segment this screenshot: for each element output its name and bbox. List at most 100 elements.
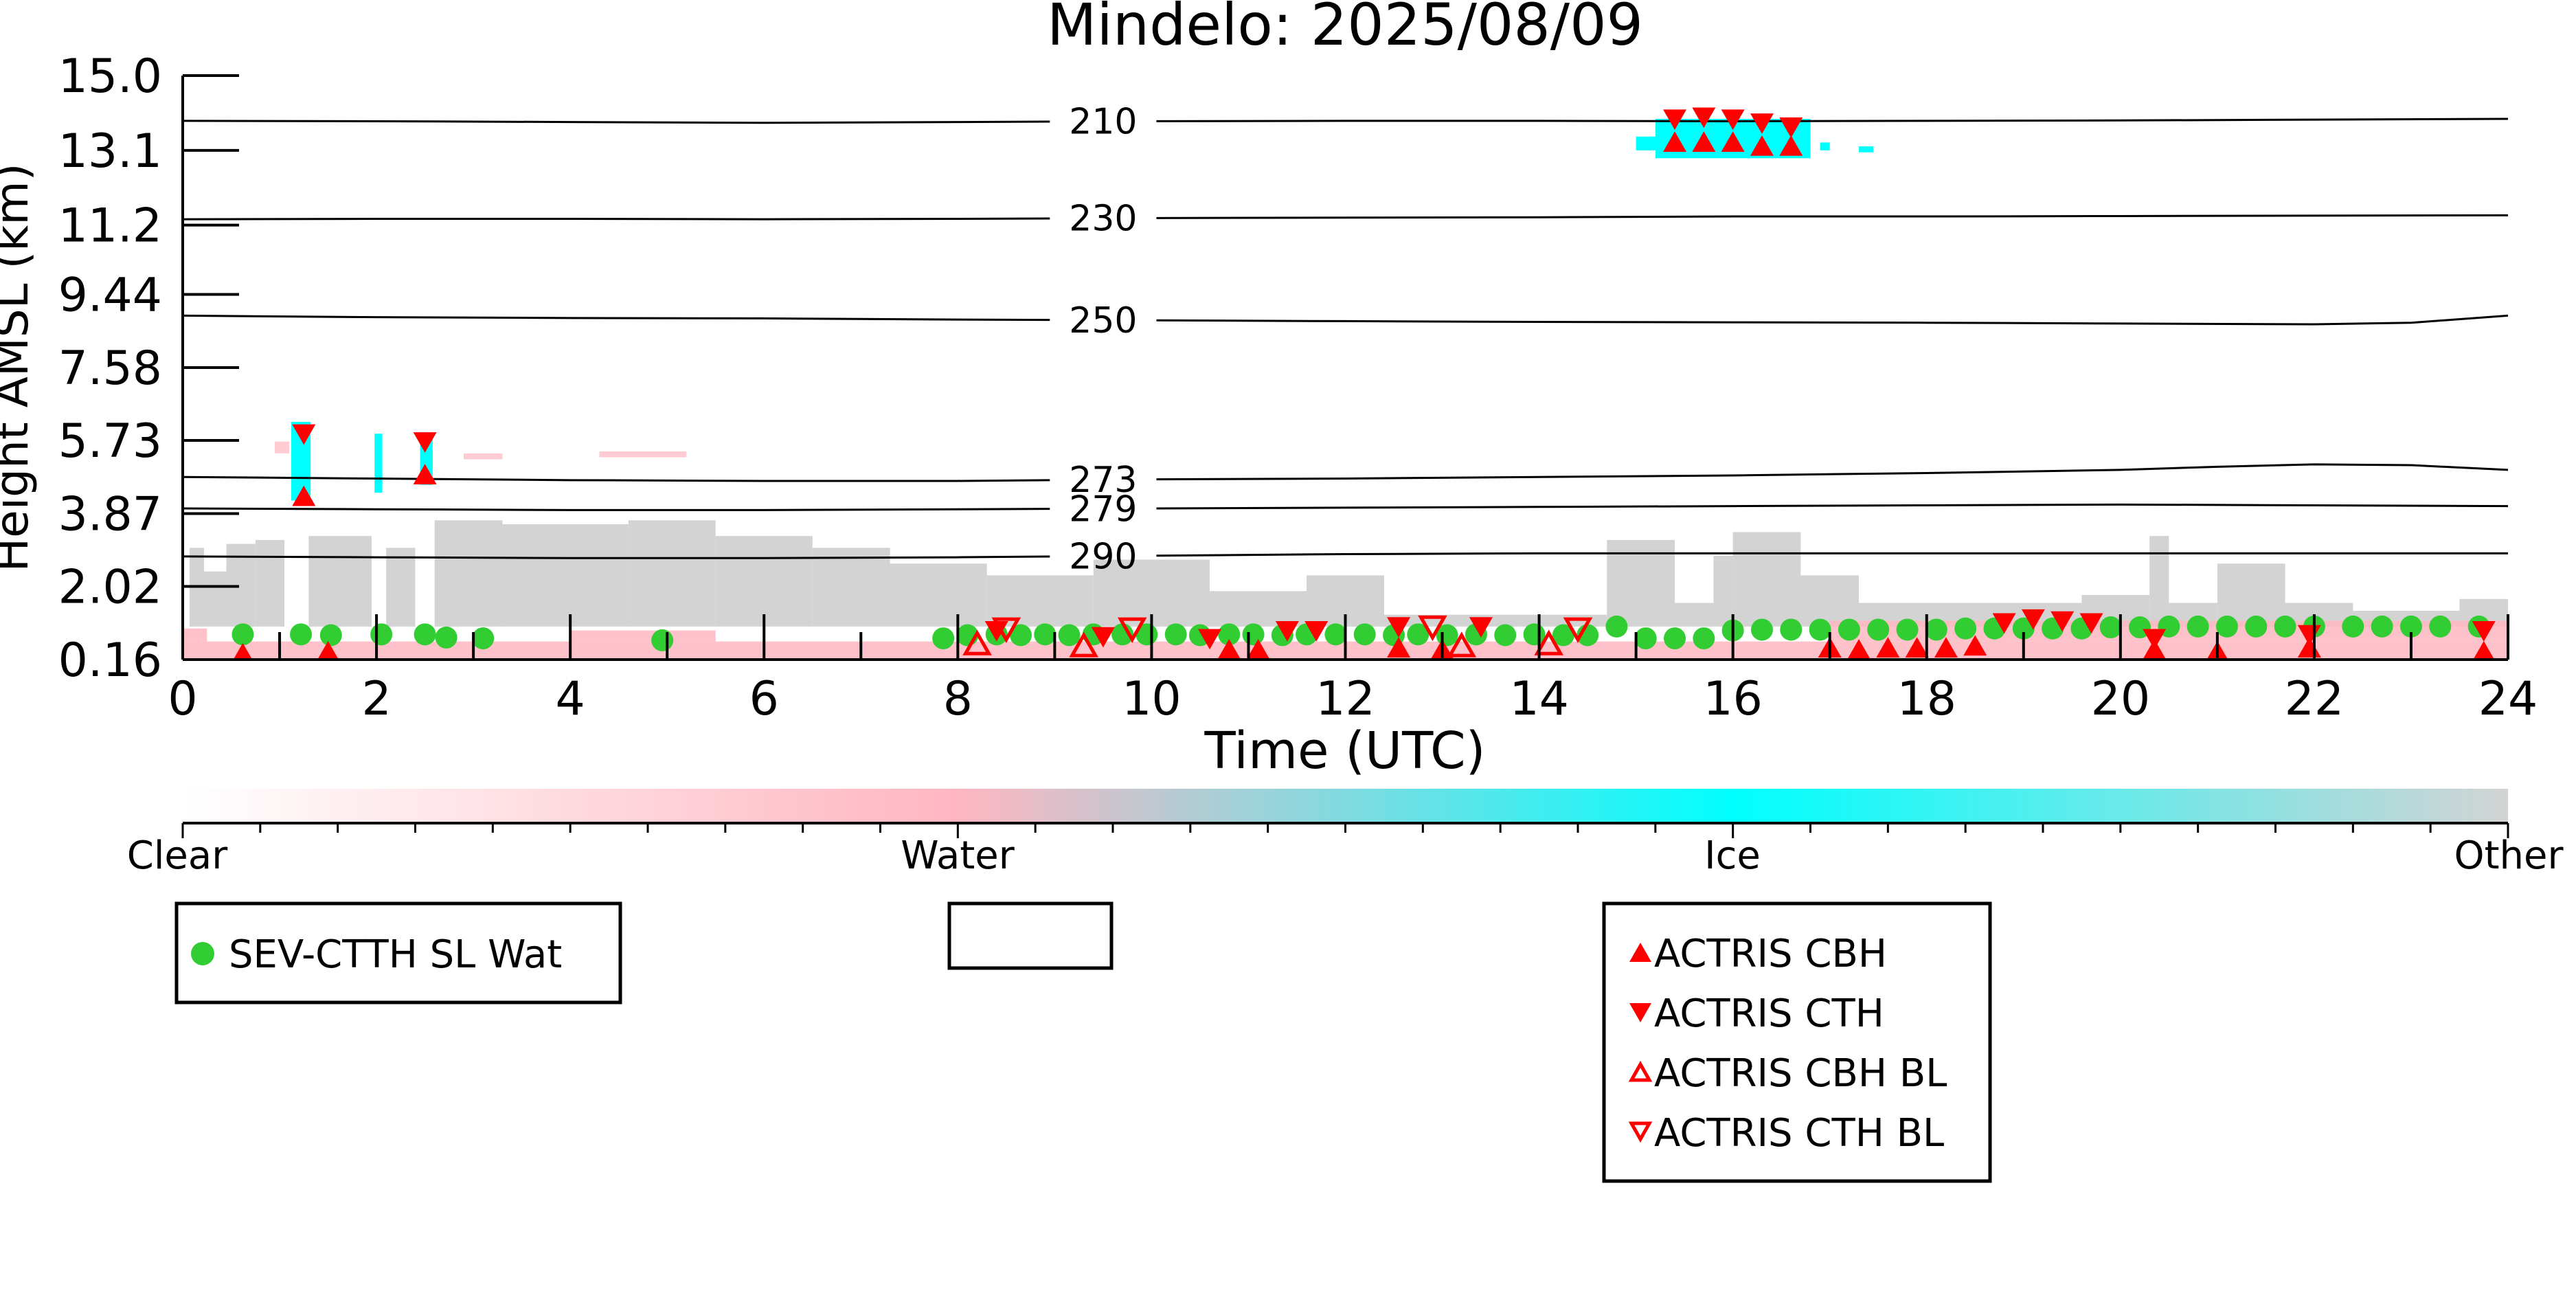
marker-layer: [231, 107, 2496, 660]
point-actris-cth: [413, 432, 437, 453]
other-mask-layer: [189, 520, 2508, 627]
point-actris-cbh-bl: [1447, 631, 1477, 658]
point-actris-cbh: [1876, 637, 1900, 658]
chart-title: Mindelo: 2025/08/09: [1047, 0, 1643, 58]
x-tick-label: 2: [361, 672, 391, 726]
point-sev-ctth-sl-wat: [2245, 615, 2268, 638]
legend-label-actris-cbh-bl: ACTRIS CBH BL: [1654, 1051, 1947, 1096]
point-sev-ctth-sl-wat: [2429, 615, 2452, 638]
point-actris-cth: [2143, 629, 2167, 650]
point-sev-ctth-sl-wat: [1552, 624, 1574, 647]
contour-label-250: 250: [1069, 300, 1137, 341]
contour-line-250: [1156, 314, 2508, 326]
point-actris-cbh-bl: [1534, 629, 1563, 655]
point-sev-ctth-sl-wat: [2012, 617, 2035, 640]
point-sev-ctth-sl-wat: [1954, 617, 1977, 640]
point-actris-cth: [1469, 617, 1493, 638]
point-actris-cth-bl: [1117, 617, 1147, 643]
x-tick-label: 10: [1122, 672, 1182, 726]
point-sev-ctth-sl-wat: [1838, 618, 1860, 641]
legend-label-actris-cth: ACTRIS CTH: [1654, 991, 1884, 1036]
point-sev-ctth-sl-wat: [2274, 615, 2296, 638]
ice-cloud-region: [1636, 136, 1660, 150]
x-tick-label: 0: [168, 672, 197, 726]
point-sev-ctth-sl-wat: [414, 623, 436, 646]
point-sev-ctth-sl-wat: [2371, 615, 2393, 638]
other-cloud-region: [386, 548, 416, 627]
point-sev-ctth-sl-wat: [2099, 616, 2122, 639]
x-tick-label: 14: [1509, 672, 1569, 726]
contour-line-230: [183, 217, 1050, 221]
point-sev-ctth-sl-wat: [370, 623, 393, 646]
legend-label-actris-cth-bl: ACTRIS CTH BL: [1654, 1111, 1944, 1156]
legend-marker-sev-ctth: [191, 942, 214, 965]
contour-line-230: [1156, 214, 2508, 219]
contour-line-210: [183, 120, 1050, 124]
point-actris-cth: [1663, 109, 1687, 131]
point-actris-cth: [2021, 609, 2045, 630]
point-actris-cbh: [1963, 635, 1987, 656]
legend-marker-actris-cth: [1629, 1003, 1651, 1022]
y-tick-label: 5.73: [58, 414, 162, 469]
point-sev-ctth-sl-wat: [1218, 623, 1241, 646]
other-cloud-region: [502, 524, 629, 627]
contour-label-290: 290: [1069, 536, 1137, 577]
y-tick-label: 9.44: [58, 268, 162, 322]
legend-label-sev-ctth: SEV-CTTH SL Wat: [229, 932, 562, 977]
x-axis-label: Time (UTC): [1204, 721, 1485, 781]
other-cloud-region: [308, 536, 372, 627]
point-sev-ctth-sl-wat: [2399, 615, 2422, 638]
legend-area: SEV-CTTH SL Wat ACTRIS CBH ACTRIS CTH AC…: [174, 901, 1992, 1183]
other-cloud-region: [628, 520, 716, 627]
point-actris-cth-bl: [1563, 617, 1593, 643]
contour-line-279: [1156, 503, 2508, 510]
x-tick-label: 4: [556, 672, 585, 726]
point-sev-ctth-sl-wat: [932, 627, 955, 650]
point-sev-ctth-sl-wat: [1634, 627, 1657, 650]
point-sev-ctth-sl-wat: [1494, 624, 1517, 647]
point-actris-cbh: [1905, 637, 1929, 658]
y-tick-label: 0.16: [58, 633, 162, 688]
legend-box-right: [1602, 901, 1992, 1183]
other-cloud-region: [1713, 555, 1733, 627]
other-cloud-region: [434, 520, 503, 627]
contour-line-273: [1156, 463, 2508, 481]
other-cloud-region: [1210, 591, 1307, 627]
point-actris-cbh: [1779, 135, 1803, 156]
y-ticks: 0.16 2.02 3.87 5.73 7.58 9.44 11.2 13.1 15.0: [58, 49, 239, 688]
point-actris-cth: [1304, 621, 1329, 642]
point-actris-cth: [1275, 621, 1299, 642]
point-sev-ctth-sl-wat: [1164, 623, 1187, 646]
point-sev-ctth-sl-wat: [1925, 618, 1947, 641]
water-cloud-region: [183, 628, 207, 642]
legend-marker-actris-cbh-bl: [1628, 1060, 1653, 1082]
contour-label-279: 279: [1069, 489, 1137, 530]
point-sev-ctth-sl-wat: [1664, 627, 1686, 650]
x-ticks: 0 2 4 6 8 10 12 14 16 18 20 22 24: [168, 614, 2538, 726]
point-actris-cbh: [2473, 640, 2495, 660]
point-actris-cbh: [1387, 637, 1411, 658]
point-actris-cth: [1992, 613, 2016, 634]
point-actris-cth: [1387, 617, 1411, 638]
point-sev-ctth-sl-wat: [1750, 618, 1773, 641]
y-tick-label: 15.0: [58, 49, 162, 104]
point-actris-cbh: [1246, 639, 1270, 660]
y-tick-label: 3.87: [58, 488, 162, 542]
other-cloud-region: [204, 571, 227, 627]
other-cloud-region: [1800, 575, 1860, 627]
legend-box-left: [174, 901, 622, 1004]
point-actris-cbh: [233, 642, 253, 660]
water-cloud-aloft-region: [464, 453, 503, 460]
point-sev-ctth-sl-wat: [1324, 623, 1347, 646]
contour-line-290: [183, 555, 1050, 559]
point-actris-cbh: [413, 464, 437, 484]
colorbar-ticks: [181, 823, 2509, 838]
point-actris-cbh-bl: [962, 629, 992, 655]
colorbar-label-ice: Ice: [1704, 833, 1761, 878]
point-sev-ctth-sl-wat: [1407, 623, 1430, 646]
y-tick-label: 11.2: [58, 199, 162, 254]
point-actris-cth: [1779, 117, 1803, 138]
contour-label-273: 273: [1069, 460, 1137, 501]
